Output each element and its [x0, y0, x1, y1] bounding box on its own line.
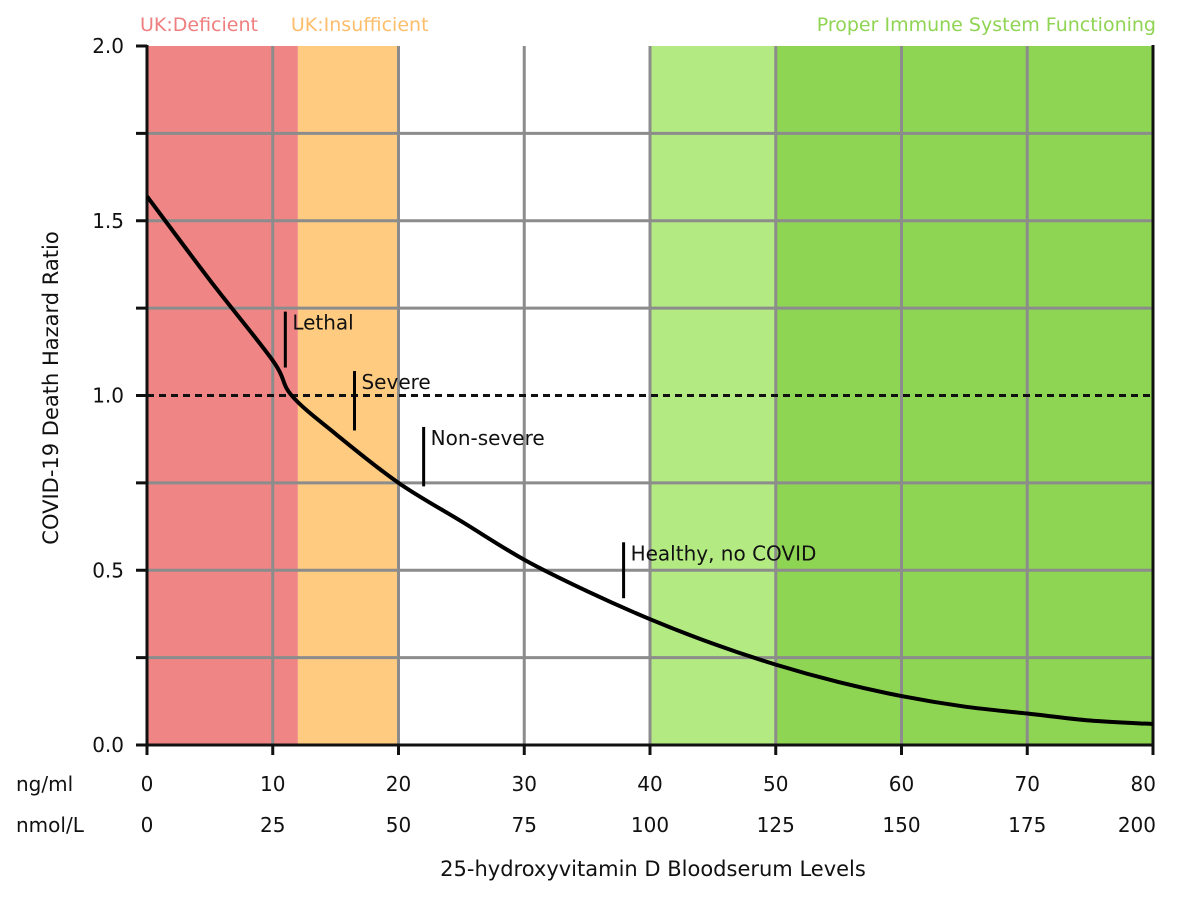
annotation-label-1: Severe — [361, 370, 430, 394]
y-tick-label: 2.0 — [92, 34, 124, 58]
x-tick-label-secondary: 25 — [260, 813, 285, 837]
x-tick-label-primary: 80 — [1131, 772, 1156, 796]
annotation-label-0: Lethal — [292, 311, 353, 335]
zone-label-1: UK:Insufficient — [291, 14, 429, 36]
annotations: Lethal Severe Non-severe Healthy, no COVID — [283, 311, 817, 599]
axes — [136, 44, 1155, 755]
y-tick-label: 1.0 — [92, 384, 124, 408]
x-tick-label-primary: 20 — [386, 772, 411, 796]
x-axis-title: 25-hydroxyvitamin D Bloodserum Levels — [440, 857, 866, 881]
x-tick-label-secondary: 50 — [386, 813, 411, 837]
y-tick-label: 1.5 — [92, 209, 124, 233]
x-tick-label-secondary: 150 — [882, 813, 920, 837]
annotation-label-3: Healthy, no COVID — [631, 541, 817, 565]
zone-label-0: UK:Deficient — [140, 14, 258, 36]
x-tick-label-primary: 10 — [260, 772, 285, 796]
x-tick-label-primary: 50 — [763, 772, 788, 796]
x-tick-label-primary: 0 — [141, 772, 154, 796]
x-tick-label-secondary: 125 — [757, 813, 795, 837]
y-tick-label: 0.0 — [92, 733, 124, 757]
annotation-label-2: Non-severe — [431, 426, 545, 450]
x-tick-label-secondary: 100 — [631, 813, 669, 837]
x-unit-secondary-label: nmol/L — [16, 813, 85, 837]
x-tick-label-primary: 60 — [889, 772, 914, 796]
zone-band-1 — [297, 46, 399, 745]
x-tick-label-secondary: 200 — [1118, 813, 1156, 837]
x-unit-primary-label: ng/ml — [16, 772, 73, 796]
x-tick-label-primary: 30 — [512, 772, 537, 796]
x-tick-label-secondary: 75 — [512, 813, 537, 837]
zone-label-2: Proper Immune System Functioning — [817, 14, 1156, 36]
x-tick-label-secondary: 0 — [141, 813, 154, 837]
y-axis-title: COVID-19 Death Hazard Ratio — [39, 231, 63, 544]
x-tick-label-secondary: 175 — [1008, 813, 1046, 837]
x-tick-label-primary: 70 — [1015, 772, 1040, 796]
hazard-ratio-curve — [145, 195, 1154, 727]
x-tick-label-primary: 40 — [637, 772, 662, 796]
curve — [145, 195, 1154, 727]
y-tick-label: 0.5 — [92, 558, 124, 582]
zone-labels: UK:Deficient UK:Insufficient Proper Immune… — [140, 14, 1156, 36]
tick-labels: 0 10 20 30 40 50 60 70 80 0 25 50 75 100 125 150 175 200 0… — [92, 34, 1156, 837]
